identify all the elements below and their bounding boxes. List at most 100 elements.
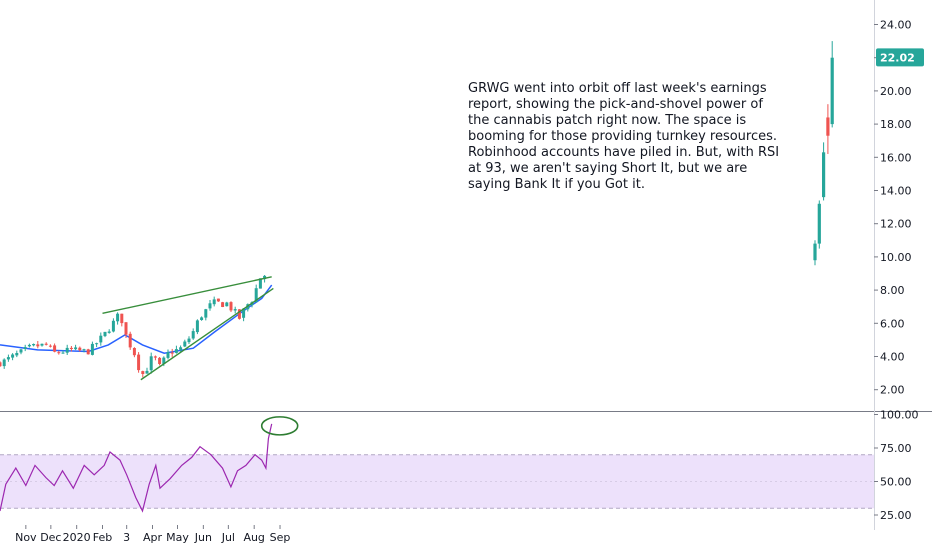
rsi-y-tick-label: 75.00: [880, 442, 912, 455]
candle-body: [11, 354, 15, 358]
candle-body: [6, 357, 10, 360]
candle-body: [95, 343, 99, 345]
candle-body: [179, 347, 183, 350]
candle-body: [153, 356, 157, 358]
candle-body: [225, 302, 229, 307]
candle-body: [2, 359, 6, 367]
candle-body: [187, 338, 191, 343]
candle-body: [27, 344, 31, 347]
candle-body: [212, 299, 216, 305]
candle-body: [233, 309, 237, 311]
candle-body: [36, 344, 40, 347]
candle-body: [99, 335, 103, 343]
candle-body: [208, 303, 212, 309]
candle-body: [237, 309, 241, 319]
price-y-tick-label: 10.00: [880, 251, 912, 264]
price-y-tick-label: 20.00: [880, 85, 912, 98]
rsi-y-tick-label: 100.00: [880, 409, 919, 422]
price-y-tick-label: 2.00: [880, 384, 905, 397]
annotation-line: report, showing the pick-and-shovel powe…: [468, 97, 763, 112]
candle-body: [74, 347, 78, 350]
x-tick-label: Sep: [270, 531, 291, 544]
candle-body: [191, 331, 195, 339]
candle-body: [128, 333, 132, 348]
trendline-upper: [102, 276, 272, 315]
breakout-candle-body: [830, 57, 834, 125]
candle-body: [258, 278, 262, 289]
x-tick-label: Aug: [243, 531, 264, 544]
candle-body: [48, 345, 52, 347]
annotation-text: GRWG went into orbit off last week's ear…: [468, 81, 779, 192]
candle-body: [216, 298, 220, 302]
last-price-badge: 22.02: [876, 48, 924, 67]
candle-body: [0, 362, 2, 367]
candle-body: [82, 349, 86, 351]
trendline-lower: [140, 287, 274, 381]
candle-body: [53, 345, 57, 352]
x-tick-label: Dec: [40, 531, 61, 544]
candle-body: [19, 349, 23, 353]
candle-body: [137, 354, 141, 371]
rsi-y-tick-label: 25.00: [880, 509, 912, 522]
annotation-line: at 93, we aren't saying Short It, but we…: [468, 161, 747, 176]
candle-body: [32, 344, 36, 346]
candle-body: [221, 302, 225, 307]
x-tick-label: 3: [123, 531, 130, 544]
annotation-line: the cannabis patch right now. The space …: [468, 113, 746, 128]
price-y-tick-label: 18.00: [880, 118, 912, 131]
rsi-band: [0, 454, 874, 509]
breakout-candle-body: [813, 243, 817, 261]
breakout-candle-body: [826, 117, 830, 136]
breakout-candle-body: [817, 203, 821, 244]
candle-body: [78, 347, 82, 351]
price-y-tick-label: 24.00: [880, 19, 912, 32]
candle-body: [23, 347, 27, 349]
candle-body: [242, 308, 246, 318]
candle-body: [111, 320, 115, 332]
price-y-tick-label: 6.00: [880, 317, 905, 330]
breakout-candle-body: [822, 152, 826, 198]
annotation-line: booming for those providing turnkey reso…: [468, 129, 777, 144]
candle-body: [40, 343, 44, 346]
last-price-badge-text: 22.02: [880, 51, 915, 64]
rsi-line: [0, 423, 273, 513]
last-price-badge-bg: [876, 48, 924, 67]
annotation-line: saying Bank It if you Got it.: [468, 177, 645, 192]
candle-body: [132, 348, 136, 356]
candle-body: [65, 347, 69, 353]
x-tick-label: Jul: [221, 531, 235, 544]
rsi-panel: [0, 416, 299, 513]
candle-body: [44, 343, 48, 345]
candle-body: [86, 349, 90, 355]
candle-body: [141, 371, 145, 374]
trendlines: [102, 276, 274, 381]
rsi-highlight-circle: [260, 416, 299, 436]
candle-body: [174, 349, 178, 353]
candle-body: [263, 275, 267, 280]
candle-body: [170, 352, 174, 354]
candle-body: [116, 313, 120, 322]
candle-body: [229, 302, 233, 311]
price-y-tick-label: 14.00: [880, 185, 912, 198]
x-tick-label: Feb: [93, 531, 112, 544]
candle-body: [200, 317, 204, 320]
candle-body: [158, 357, 162, 364]
candle-body: [195, 320, 199, 333]
candle-body: [145, 370, 149, 374]
candle-body: [166, 352, 170, 358]
candle-body: [254, 288, 258, 303]
annotation-line: Robinhood accounts have piled in. But, w…: [468, 145, 779, 160]
price-y-tick-label: 4.00: [880, 351, 905, 364]
candle-body: [183, 341, 187, 347]
x-tick-label: May: [166, 531, 189, 544]
x-tick-label: Jun: [194, 531, 212, 544]
x-tick-label: Nov: [15, 531, 37, 544]
price-y-tick-label: 8.00: [880, 284, 905, 297]
candle-body: [90, 343, 94, 355]
annotation-line: GRWG went into orbit off last week's ear…: [468, 81, 767, 96]
candle-body: [69, 347, 73, 349]
candle-body: [103, 331, 107, 337]
